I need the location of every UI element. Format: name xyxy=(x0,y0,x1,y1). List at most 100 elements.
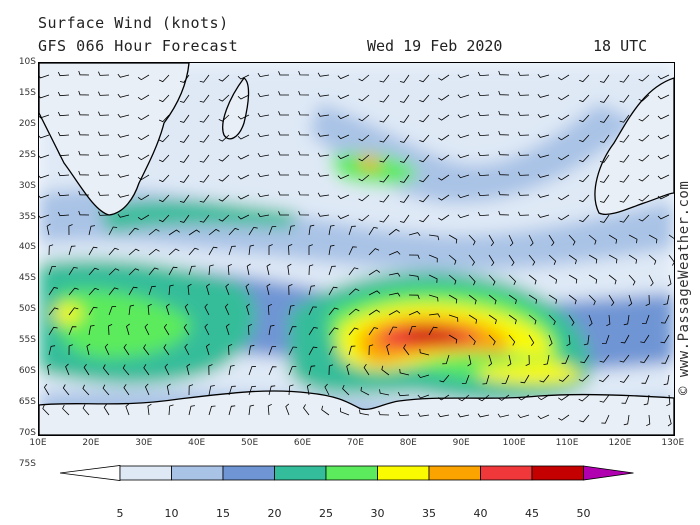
watermark: © www.PassageWeather.com xyxy=(676,180,692,395)
wind-barb xyxy=(619,74,630,83)
wind-barb xyxy=(68,224,73,236)
wind-barb xyxy=(598,374,610,383)
wind-barb xyxy=(337,74,350,80)
wind-barb xyxy=(379,174,390,183)
wind-barb xyxy=(548,254,557,265)
wind-barb xyxy=(308,224,315,236)
wind-barb xyxy=(158,174,170,183)
wind-barb xyxy=(187,283,192,296)
wind-barb xyxy=(224,303,230,316)
wind-barb xyxy=(399,134,410,143)
wind-barb xyxy=(288,366,297,376)
latitude-label: 20S xyxy=(18,118,36,129)
wind-barb xyxy=(308,365,316,376)
wind-barb xyxy=(517,414,530,419)
wind-barb xyxy=(428,313,441,318)
wind-barb xyxy=(437,394,450,401)
wind-barb xyxy=(568,294,577,305)
wind-barb xyxy=(518,91,530,96)
latitude-label: 50S xyxy=(18,304,36,315)
wind-barb xyxy=(566,334,571,347)
wind-barb xyxy=(548,334,553,347)
wind-barb xyxy=(143,344,150,356)
wind-barb xyxy=(439,374,450,383)
wind-barb xyxy=(57,71,70,77)
wind-barb xyxy=(137,194,150,201)
wind-barb xyxy=(98,91,110,96)
wind-barb xyxy=(448,254,457,265)
wind-barb xyxy=(417,374,430,379)
wind-barb xyxy=(657,214,670,220)
wind-barb xyxy=(62,404,70,416)
wind-barb xyxy=(98,131,110,136)
wind-barb xyxy=(68,307,79,316)
wind-barb xyxy=(588,274,598,284)
wind-barb xyxy=(437,413,450,418)
wind-barb xyxy=(358,194,370,202)
wind-barb xyxy=(381,365,390,376)
wind-barb xyxy=(317,152,330,157)
wind-barb xyxy=(638,194,650,202)
wind-barb xyxy=(184,343,190,356)
australia-landmass xyxy=(594,77,674,215)
wind-barb xyxy=(163,323,170,336)
wind-barb xyxy=(117,93,130,98)
wind-barb xyxy=(457,214,470,219)
wind-barb xyxy=(399,174,410,183)
wind-barb xyxy=(228,227,239,236)
wind-barb xyxy=(537,394,550,401)
wind-barb xyxy=(508,254,515,267)
wind-barb xyxy=(68,245,76,256)
wind-barb xyxy=(48,244,54,256)
wind-barb xyxy=(408,232,421,237)
wind-barb xyxy=(657,194,670,200)
wind-barb xyxy=(179,214,190,223)
wind-barb xyxy=(225,283,230,296)
wind-barb xyxy=(360,386,370,396)
wind-barb xyxy=(648,234,658,244)
wind-barb xyxy=(608,254,618,264)
wind-barb xyxy=(288,284,293,296)
wind-barb xyxy=(379,389,390,396)
wind-barb xyxy=(379,134,390,143)
wind-barb xyxy=(438,114,450,121)
wind-barb xyxy=(340,407,350,416)
wind-barb xyxy=(337,174,350,180)
wind-barb xyxy=(477,111,490,117)
wind-barb xyxy=(137,214,150,221)
wind-barb xyxy=(638,214,650,222)
latitude-label: 60S xyxy=(18,366,36,376)
wind-barb xyxy=(477,91,490,97)
wind-barb xyxy=(477,191,490,197)
colorbar-tick-label: 15 xyxy=(216,507,230,520)
wind-barb xyxy=(179,154,190,163)
latitude-label: 45S xyxy=(18,273,36,284)
wind-barb xyxy=(548,294,558,304)
wind-barb xyxy=(548,274,558,284)
wind-barb xyxy=(448,334,458,344)
wind-barb xyxy=(199,74,210,83)
wind-barb xyxy=(65,363,70,376)
latitude-label: 65S xyxy=(18,396,36,407)
wind-barb xyxy=(457,194,470,199)
wind-barb xyxy=(477,71,490,77)
wind-barb xyxy=(117,113,130,118)
wind-barb xyxy=(578,374,590,382)
wind-barb xyxy=(278,211,289,216)
wind-barb xyxy=(408,294,420,300)
wind-barb xyxy=(267,303,273,316)
wind-barb xyxy=(158,134,170,143)
wind-barb xyxy=(548,314,556,326)
wind-barb xyxy=(528,254,536,266)
wind-barb xyxy=(237,214,250,220)
colorbar-segment xyxy=(377,465,430,481)
wind-barb xyxy=(298,190,310,196)
wind-barb xyxy=(638,74,650,82)
wind-barb xyxy=(379,74,390,83)
wind-barb xyxy=(477,211,490,217)
wind-barb xyxy=(579,174,590,183)
wind-barb xyxy=(128,304,135,316)
wind-barb xyxy=(599,134,610,143)
wind-barb xyxy=(417,394,430,399)
wind-barb xyxy=(388,228,400,236)
